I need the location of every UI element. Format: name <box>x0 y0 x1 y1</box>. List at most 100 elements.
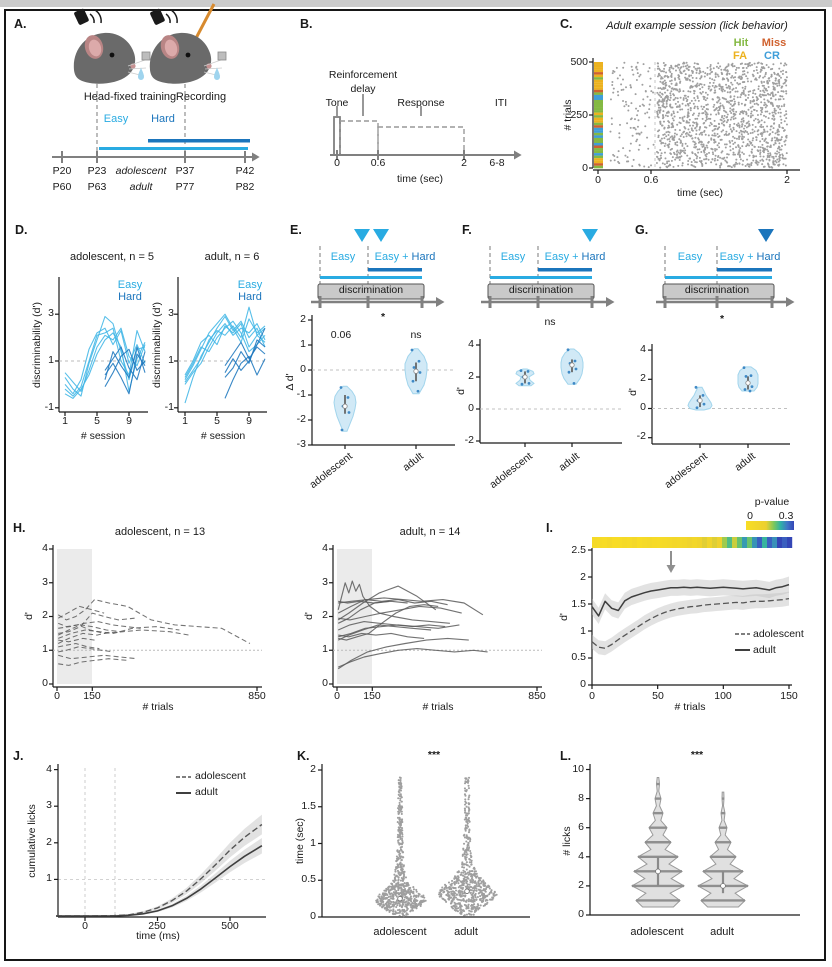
dot <box>695 133 698 136</box>
dot <box>732 143 735 146</box>
dot <box>456 910 459 913</box>
dot <box>713 125 716 128</box>
dot <box>783 114 786 117</box>
dot <box>718 98 721 101</box>
dot <box>755 138 758 141</box>
dot <box>726 70 729 73</box>
violin-point <box>702 402 706 406</box>
dot <box>778 67 781 70</box>
h-series <box>337 648 488 668</box>
dot <box>618 136 621 139</box>
dot <box>756 163 759 166</box>
dot <box>782 90 785 93</box>
dot <box>661 77 664 80</box>
dot <box>396 821 399 824</box>
trial-type-stripe <box>594 77 603 80</box>
dot <box>463 836 467 839</box>
dot <box>691 164 694 167</box>
dot <box>464 789 467 792</box>
dot <box>467 912 471 915</box>
dot <box>731 88 734 91</box>
dot <box>475 907 478 910</box>
dot <box>778 157 781 160</box>
dot <box>696 105 699 108</box>
dot <box>630 86 633 89</box>
dot <box>402 864 405 867</box>
dot <box>778 142 781 145</box>
dot <box>658 110 661 113</box>
dot <box>778 82 781 85</box>
pvalue-strip-segment <box>672 537 678 548</box>
dot <box>419 903 423 906</box>
dot <box>772 157 775 160</box>
dot <box>461 866 464 869</box>
dot <box>409 895 413 898</box>
dot <box>733 137 736 140</box>
dot <box>774 82 777 85</box>
dot <box>744 99 747 102</box>
dot <box>720 163 723 166</box>
dot <box>466 849 470 852</box>
dot <box>681 102 684 105</box>
dot <box>746 63 749 66</box>
pvalue-strip-segment <box>722 537 728 548</box>
dot <box>748 140 751 143</box>
dot <box>660 77 663 80</box>
dot <box>391 896 395 900</box>
dot <box>747 125 750 128</box>
dot <box>717 135 720 138</box>
dot <box>772 104 775 107</box>
trial-type-stripe <box>594 158 603 161</box>
dot <box>444 899 447 902</box>
dot <box>783 140 786 143</box>
dot <box>730 116 733 119</box>
dot <box>772 127 775 130</box>
dot <box>400 812 403 816</box>
dot <box>392 900 395 903</box>
dot <box>461 892 464 895</box>
dot <box>665 131 668 134</box>
dot <box>637 148 640 151</box>
i-series-adult <box>591 583 790 617</box>
dot <box>751 100 754 103</box>
dot <box>749 64 752 67</box>
dot <box>494 894 497 897</box>
dot <box>463 876 467 879</box>
dot <box>729 123 732 126</box>
dot <box>465 907 468 910</box>
dot <box>486 899 489 902</box>
h-series <box>58 637 95 643</box>
dot <box>753 155 756 158</box>
session-marker-icon <box>758 229 774 242</box>
dot <box>683 147 686 150</box>
dot <box>400 887 403 890</box>
dot <box>457 875 460 878</box>
dot <box>482 892 485 895</box>
dot <box>396 816 400 819</box>
dot <box>762 131 765 134</box>
dot <box>693 90 696 93</box>
dot <box>783 103 786 106</box>
dot <box>465 847 468 851</box>
dot <box>672 112 675 115</box>
dot <box>784 143 787 146</box>
dot <box>716 101 719 104</box>
delay-box <box>339 120 379 156</box>
dot <box>745 66 748 69</box>
dot <box>464 894 467 897</box>
dot <box>764 88 767 91</box>
dot <box>760 69 763 72</box>
dot <box>420 899 423 902</box>
dot <box>456 871 459 874</box>
dot <box>782 69 785 72</box>
dot <box>753 119 756 122</box>
dot <box>709 113 712 116</box>
trial-type-stripe <box>594 163 603 166</box>
h-series <box>337 580 450 624</box>
dot <box>389 895 392 898</box>
trial-type-stripe <box>594 155 603 159</box>
dot <box>714 154 717 157</box>
dot <box>747 132 750 135</box>
dot <box>713 91 716 94</box>
